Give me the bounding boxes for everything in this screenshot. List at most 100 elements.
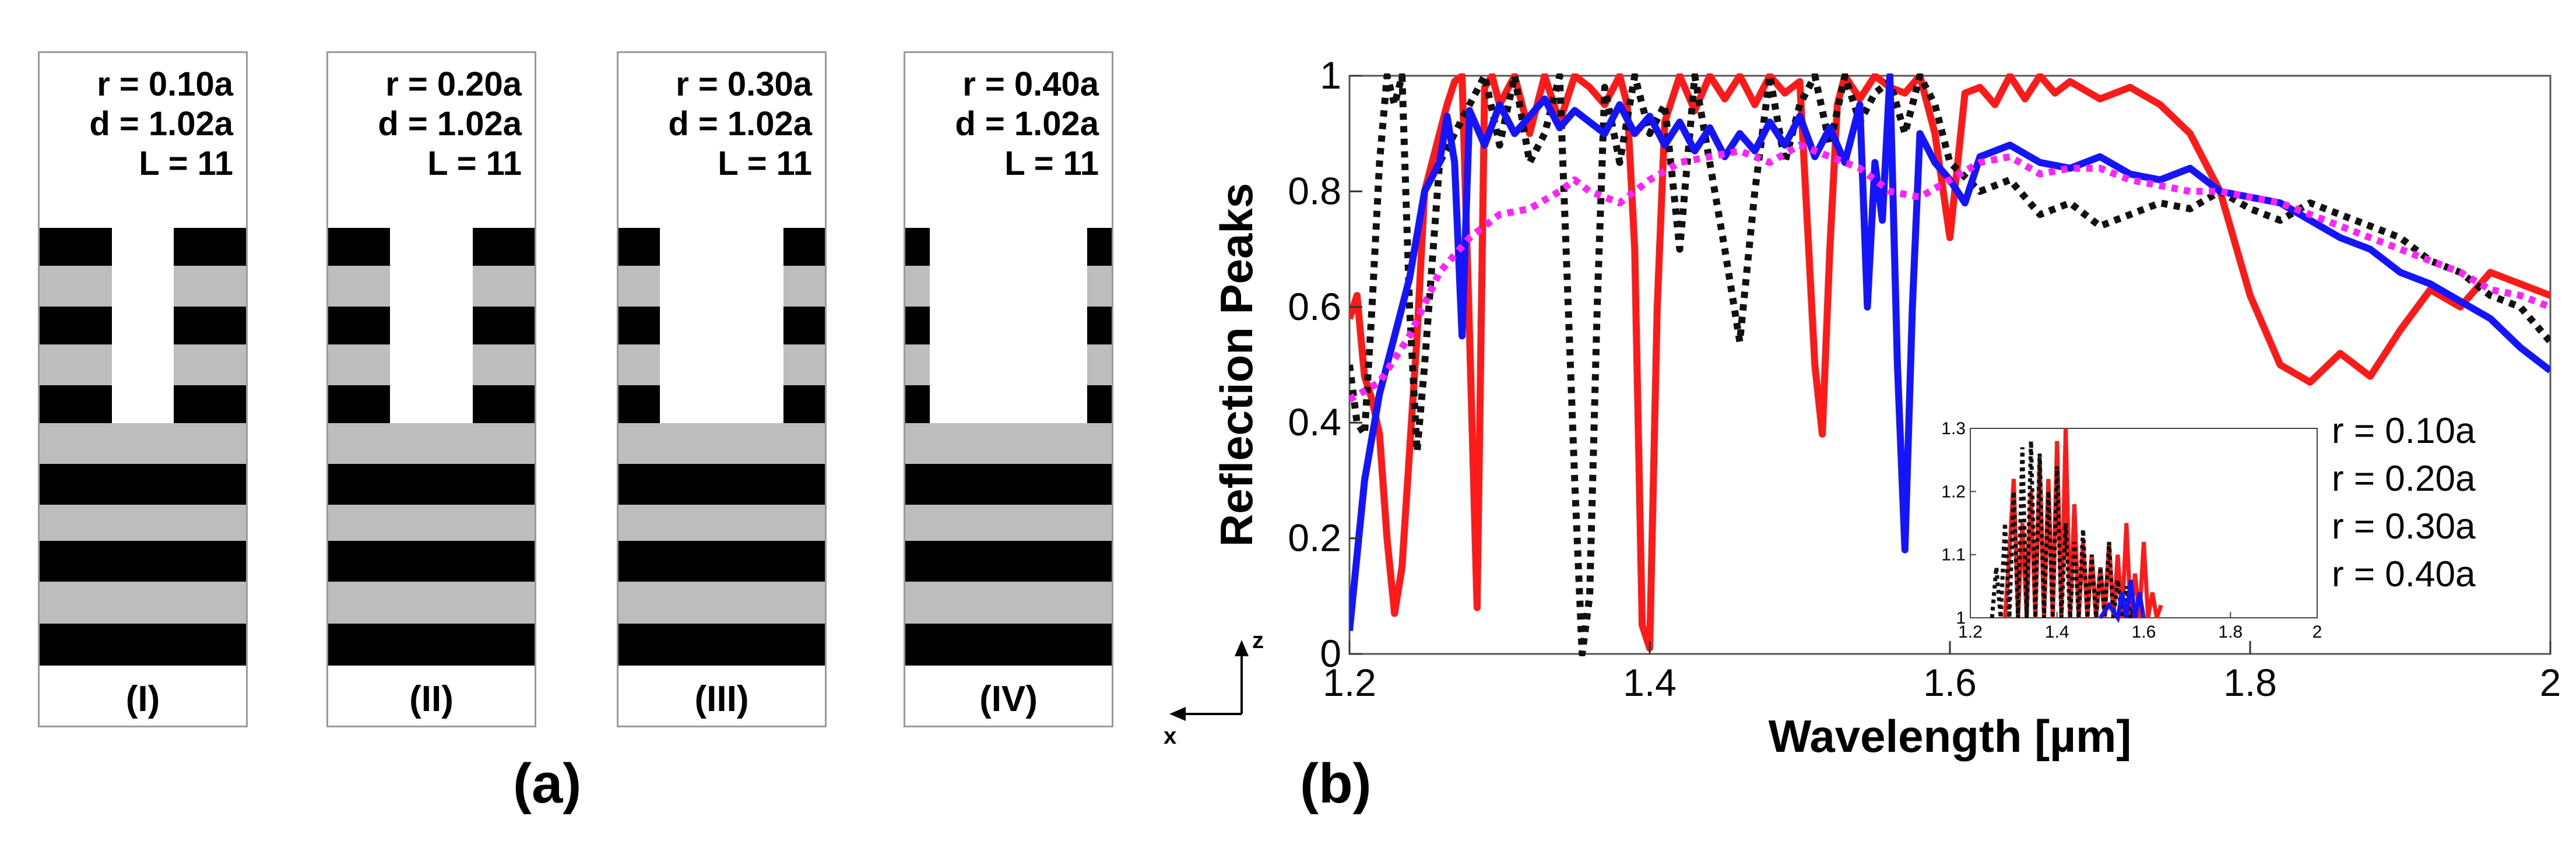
x-tick-label: 1.8: [2223, 661, 2277, 704]
gray-layer: [905, 582, 1112, 624]
black-layer: [618, 624, 825, 666]
panel-a-label: (a): [513, 752, 582, 815]
gray-layer: [328, 423, 535, 464]
param-d: d = 1.02a: [955, 105, 1099, 143]
param-L: L = 11: [718, 145, 812, 182]
param-d: d = 1.02a: [89, 105, 233, 143]
air-hole: [659, 307, 784, 344]
gray-layer: [40, 505, 246, 541]
air-hole: [111, 266, 174, 307]
param-r: r = 0.20a: [385, 65, 522, 103]
air-hole: [930, 307, 1087, 344]
structure-label: (I): [125, 679, 160, 719]
z-arrowhead: [1235, 640, 1249, 656]
inset-x-tick-label: 1.4: [2045, 622, 2069, 642]
x-tick-label: 2: [2540, 661, 2561, 704]
y-tick-label: 0.8: [1288, 169, 1341, 212]
series-line-4: [1349, 142, 2550, 403]
param-d: d = 1.02a: [378, 105, 522, 143]
air-hole: [390, 385, 473, 423]
air-hole: [111, 385, 174, 423]
y-tick-label: 0: [1320, 632, 1341, 675]
inset-x-tick-label: 1.2: [1958, 622, 1983, 642]
z-axis-letter: z: [1252, 628, 1264, 653]
structure-params: r = 0.10a d = 1.02a L = 11: [40, 53, 246, 184]
gray-layer: [40, 423, 246, 464]
air-hole: [930, 266, 1087, 307]
black-layer: [905, 541, 1112, 582]
air-hole: [659, 228, 784, 266]
structure-label: (III): [694, 679, 749, 719]
black-layer: [40, 541, 246, 582]
air-hole: [111, 307, 174, 344]
x-tick-label: 1.4: [1623, 661, 1677, 704]
structure-I: r = 0.10a d = 1.02a L = 11 (I): [38, 51, 248, 727]
black-layer: [905, 624, 1112, 666]
air-hole: [659, 385, 784, 423]
inset-x-tick-label: 1.6: [2132, 622, 2156, 642]
y-tick-label: 0.6: [1288, 285, 1341, 328]
air-hole: [930, 228, 1087, 266]
black-layer: [328, 624, 535, 666]
air-hole: [111, 344, 174, 385]
structure-III: r = 0.30a d = 1.02a L = 11 (III): [617, 51, 827, 727]
air-hole: [390, 344, 473, 385]
inset-y-tick-label: 1.3: [1941, 419, 1966, 438]
series-line-2: [1349, 73, 2550, 656]
black-layer: [328, 464, 535, 505]
air-hole: [390, 228, 473, 266]
black-layer: [40, 464, 246, 505]
structure-label: (IV): [979, 679, 1038, 719]
structure-II: r = 0.20a d = 1.02a L = 11 (II): [326, 51, 536, 727]
param-L: L = 11: [427, 145, 522, 182]
legend-entry: r = 0.30a: [2332, 506, 2476, 547]
gray-layer: [905, 505, 1112, 541]
gray-layer: [618, 582, 825, 624]
air-hole: [390, 307, 473, 344]
legend-box: [2238, 408, 2542, 622]
black-layer: [328, 541, 535, 582]
structure-label: (II): [409, 679, 454, 719]
legend-entry: r = 0.40a: [2332, 554, 2476, 594]
param-r: r = 0.10a: [97, 65, 233, 103]
air-hole: [659, 266, 784, 307]
series-line-1: [1349, 73, 2550, 652]
black-layer: [618, 541, 825, 582]
panel-b-label: (b): [1300, 752, 1372, 815]
gray-layer: [40, 582, 246, 624]
structure-params: r = 0.40a d = 1.02a L = 11: [905, 53, 1112, 184]
inset-x-tick-label: 2: [2313, 622, 2322, 642]
y-axis-label: Reflection Peaks: [1211, 183, 1262, 547]
air-hole: [930, 344, 1087, 385]
inset-y-tick-label: 1.2: [1941, 482, 1966, 501]
black-layer: [40, 624, 246, 666]
inset-series-line-3: [2099, 579, 2146, 624]
air-hole: [930, 385, 1087, 423]
inset-x-tick-label: 1.8: [2218, 622, 2243, 642]
air-hole: [111, 228, 174, 266]
y-tick-label: 1: [1320, 54, 1341, 97]
series-line-3: [1349, 73, 2550, 631]
gray-layer: [618, 423, 825, 464]
inset-series-line-2: [1990, 441, 2137, 619]
legend-entry: r = 0.20a: [2332, 459, 2476, 499]
legend-entry: r = 0.10a: [2332, 411, 2476, 451]
gray-layer: [618, 505, 825, 541]
x-tick-label: 1.6: [1923, 661, 1977, 704]
param-r: r = 0.30a: [676, 65, 812, 103]
inset-y-tick-label: 1.1: [1941, 546, 1966, 565]
structure-IV: r = 0.40a d = 1.02a L = 11 (IV): [904, 51, 1113, 727]
air-hole: [659, 344, 784, 385]
gray-layer: [905, 423, 1112, 464]
black-layer: [618, 464, 825, 505]
x-tick-label: 1.2: [1323, 661, 1376, 704]
param-r: r = 0.40a: [962, 65, 1099, 103]
plot-frame: [1348, 75, 2552, 655]
inset-series-line-1: [2003, 428, 2163, 619]
param-L: L = 11: [1004, 145, 1099, 182]
y-tick-label: 0.4: [1288, 400, 1341, 444]
x-axis-label: Wavelength [µm]: [1769, 710, 2132, 762]
x-axis-letter: x: [1164, 723, 1176, 749]
air-hole: [390, 266, 473, 307]
structure-params: r = 0.20a d = 1.02a L = 11: [328, 53, 535, 184]
